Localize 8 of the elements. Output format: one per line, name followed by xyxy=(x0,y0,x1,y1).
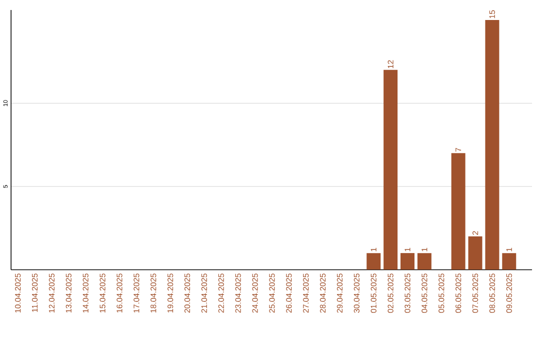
bar xyxy=(366,253,381,270)
bar xyxy=(417,253,432,270)
bar xyxy=(502,253,516,270)
bar xyxy=(485,20,500,270)
bar xyxy=(400,253,414,270)
bar xyxy=(468,236,482,270)
bar xyxy=(451,153,466,270)
bar xyxy=(384,70,398,270)
